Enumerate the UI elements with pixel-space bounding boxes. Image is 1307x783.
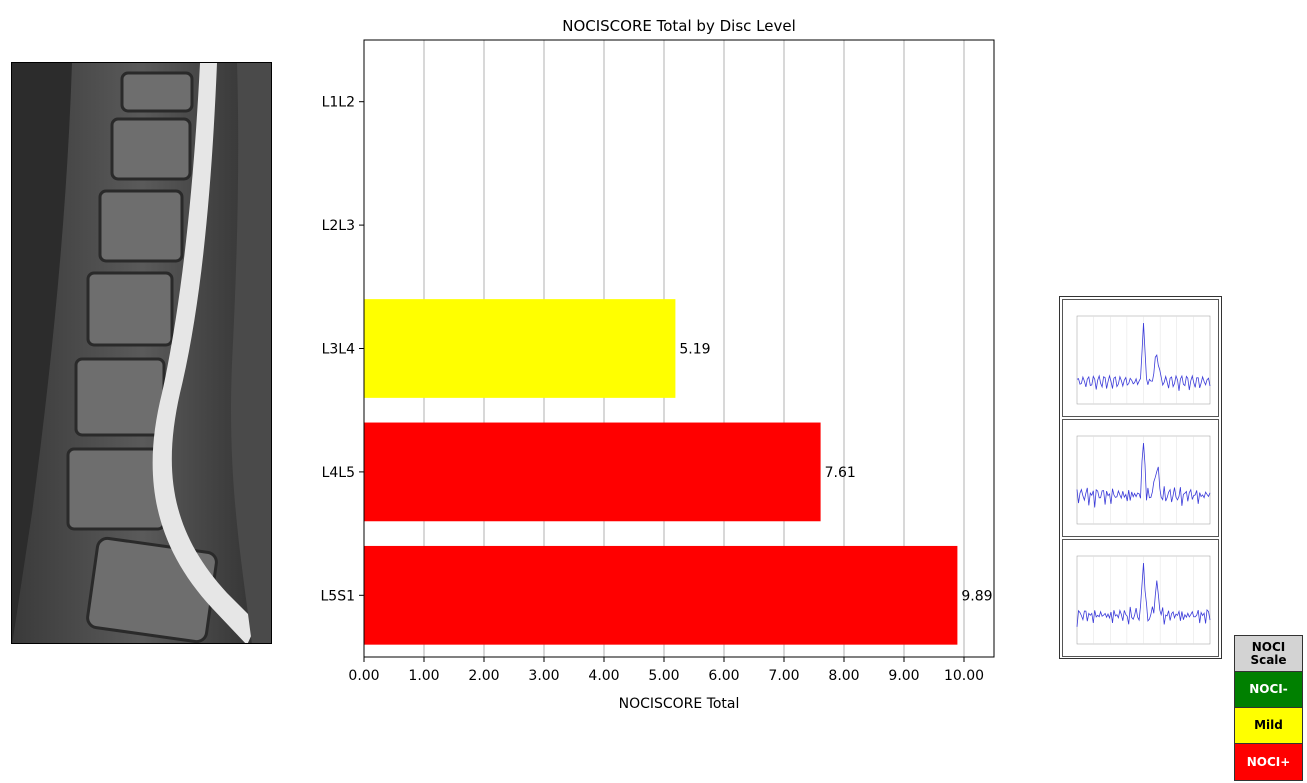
bar-value-label: 7.61 — [825, 465, 856, 481]
scale-header-label: NOCI Scale — [1250, 639, 1287, 667]
scale-header: NOCI Scale — [1235, 636, 1302, 672]
x-axis-label: NOCISCORE Total — [619, 696, 740, 712]
mri-sagittal-image — [11, 62, 272, 644]
scale-item-label: NOCI+ — [1246, 754, 1291, 769]
bar-value-label: 5.19 — [679, 342, 710, 358]
spectra-panel — [1059, 296, 1222, 659]
x-tick-label: 4.00 — [588, 668, 619, 684]
scale-item-mild: Mild — [1235, 708, 1302, 744]
x-tick-label: 1.00 — [408, 668, 439, 684]
x-tick-label: 9.00 — [888, 668, 919, 684]
scale-item-noci-negative: NOCI- — [1235, 672, 1302, 708]
bar — [364, 299, 676, 398]
x-tick-label: 6.00 — [708, 668, 739, 684]
bar-value-label: 9.89 — [961, 588, 992, 604]
spectrum-line — [1076, 322, 1211, 391]
chart-title: NOCISCORE Total by Disc Level — [562, 17, 796, 35]
bar — [364, 422, 821, 522]
bar — [364, 545, 958, 645]
noci-scale-legend: NOCI Scale NOCI- Mild NOCI+ — [1234, 635, 1303, 781]
scale-item-noci-positive: NOCI+ — [1235, 744, 1302, 780]
x-tick-label: 2.00 — [468, 668, 499, 684]
spectrum-line — [1076, 562, 1211, 627]
y-tick-label: L4L5 — [322, 465, 355, 481]
x-tick-label: 10.00 — [944, 668, 984, 684]
scale-item-label: Mild — [1254, 718, 1283, 732]
y-tick-label: L2L3 — [322, 218, 355, 234]
x-tick-label: 8.00 — [828, 668, 859, 684]
scale-item-label: NOCI- — [1249, 682, 1288, 696]
spectrum-plot — [1062, 419, 1219, 537]
spectrum-plot — [1062, 539, 1219, 657]
x-tick-label: 3.00 — [528, 668, 559, 684]
spectrum-line — [1076, 442, 1211, 508]
x-tick-label: 7.00 — [768, 668, 799, 684]
y-tick-label: L1L2 — [322, 95, 355, 111]
spectrum-plot — [1062, 299, 1219, 417]
x-tick-label: 5.00 — [648, 668, 679, 684]
y-tick-label: L3L4 — [322, 342, 356, 358]
y-tick-label: L5S1 — [320, 588, 355, 604]
x-tick-label: 0.00 — [348, 668, 379, 684]
